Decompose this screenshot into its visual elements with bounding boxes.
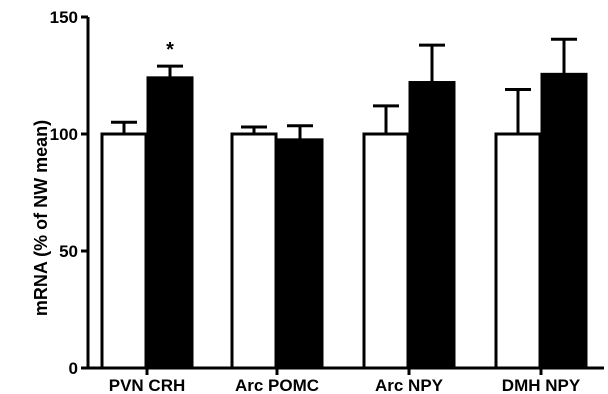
bar (494, 132, 542, 370)
y-tick-label: 150 (50, 8, 78, 27)
significance-marker: * (166, 39, 174, 61)
bars (100, 37, 588, 370)
bar (408, 81, 456, 370)
y-tick-label: 100 (50, 125, 78, 144)
y-axis-label: mRNA (% of NW mean) (31, 120, 51, 316)
y-tick-label: 50 (59, 242, 78, 261)
bar (362, 132, 410, 370)
x-tick-label: Arc POMC (235, 376, 319, 394)
bar (230, 132, 278, 370)
x-tick-label: PVN CRH (109, 376, 186, 394)
y-tick-label: 0 (69, 359, 78, 378)
x-tick-label: Arc NPY (375, 376, 444, 394)
bar (540, 72, 588, 370)
labels: mRNA (% of NW mean) PVN CRH Arc POMC Arc N… (31, 39, 581, 394)
bar (146, 76, 194, 370)
bar (100, 132, 148, 370)
bar (276, 138, 324, 370)
x-tick-label: DMH NPY (502, 376, 581, 394)
